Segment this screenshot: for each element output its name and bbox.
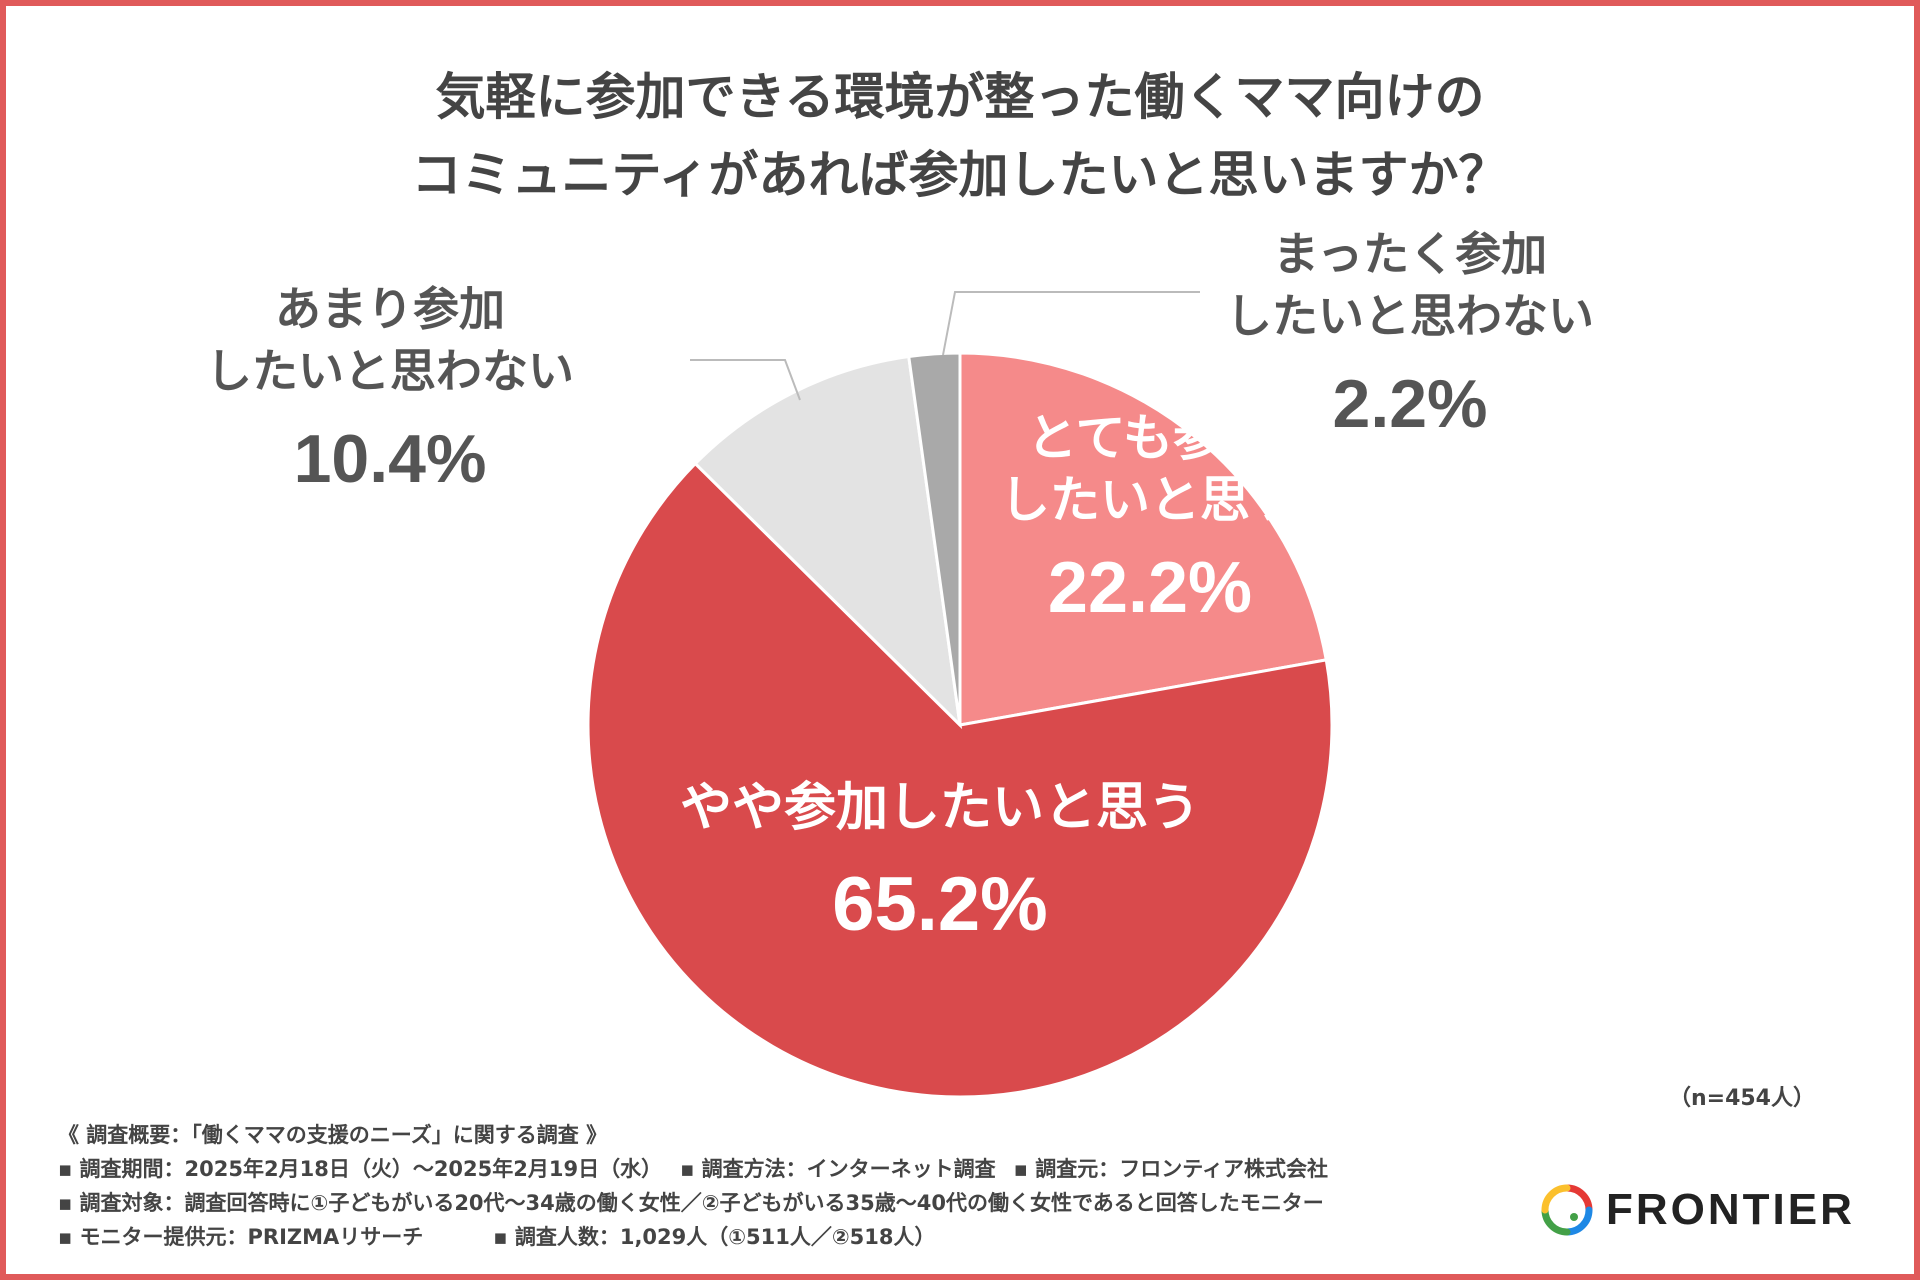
slice-label-0-line-0: とても参加: [1027, 409, 1273, 467]
notes-provider: ▪ モニター提供元：PRIZMAリサーチ: [58, 1225, 424, 1249]
notes-source: ▪ 調査元：フロンティア株式会社: [1013, 1157, 1328, 1181]
frontier-logo-mark-icon: [1541, 1184, 1593, 1236]
leader-line-2: [690, 359, 801, 401]
notes-row-3: ▪ モニター提供元：PRIZMAリサーチ ▪ 調査人数：1,029人（①511人／…: [58, 1220, 1328, 1254]
slice-label-3-line-1: したいと思わない: [1226, 289, 1594, 343]
title-line-2: コミュニティがあれば参加したいと思いますか？: [411, 146, 1509, 204]
leader-line-3: [942, 291, 1200, 356]
frontier-logo-text: FRONTIER: [1606, 1185, 1855, 1234]
slice-label-0-line-1: したいと思う: [1000, 471, 1300, 529]
frontier-logo: FRONTIER: [1540, 1180, 1855, 1240]
notes-target: ▪ 調査対象：調査回答時に①子どもがいる20代〜34歳の働く女性／②子どもがいる…: [58, 1191, 1324, 1215]
notes-header: 《 調査概要：「働くママの支援のニーズ」に関する調査 》: [58, 1123, 608, 1147]
chart-title: 気軽に参加できる環境が整った働くママ向けの コミュニティがあれば参加したいと思い…: [0, 58, 1920, 214]
pie-slice-1: [586, 461, 1334, 1099]
title-line-1: 気軽に参加できる環境が整った働くママ向けの: [435, 68, 1485, 126]
pie-slice-0: [958, 351, 1329, 727]
slice-label-2-line-0: あまり参加: [275, 282, 505, 336]
slice-value-label-3: 2.2%: [1333, 366, 1488, 442]
notes-method: ▪ 調査方法：インターネット調査: [680, 1157, 996, 1181]
slice-label-2-line-1: したいと思わない: [206, 344, 574, 398]
pie-slice-3: [907, 351, 962, 726]
pie-slice-2: [693, 354, 963, 730]
slice-value-label-0: 22.2%: [1048, 548, 1252, 628]
slice-value-label-2: 10.4%: [294, 421, 487, 497]
survey-notes: 《 調査概要：「働くママの支援のニーズ」に関する調査 》 ▪ 調査期間：2025…: [58, 1118, 1328, 1254]
notes-count: ▪ 調査人数：1,029人（①511人／②518人）: [493, 1225, 936, 1249]
slice-label-1-line-0: やや参加したいと思う: [680, 778, 1200, 838]
notes-row-1: ▪ 調査期間：2025年2月18日（火）〜2025年2月19日（水） ▪ 調査方法…: [58, 1152, 1328, 1186]
sample-size: （n=454人）: [1668, 1086, 1815, 1111]
notes-period: ▪ 調査期間：2025年2月18日（火）〜2025年2月19日（水）: [58, 1157, 663, 1181]
slice-label-3-line-0: まったく参加: [1273, 227, 1547, 281]
slice-value-label-1: 65.2%: [832, 862, 1048, 947]
